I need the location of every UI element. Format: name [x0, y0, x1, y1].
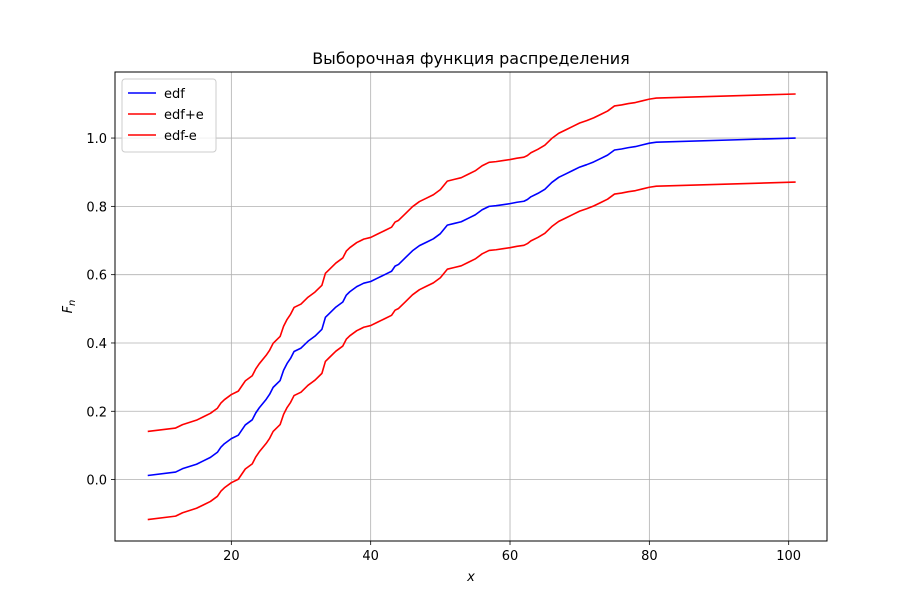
y-tick-label: 1.0: [86, 132, 107, 147]
series-lines: [147, 93, 796, 521]
chart-title: Выборочная функция распределения: [312, 49, 630, 68]
y-axis-label: Fn: [61, 300, 78, 314]
legend-label: edf-e: [164, 129, 197, 144]
y-axis-label-main: F: [61, 305, 76, 313]
series-line-edf-plus-e: [147, 93, 796, 433]
series-line-edf-e: [147, 181, 796, 521]
legend-box: [121, 78, 217, 153]
x-tick-label: 80: [641, 549, 658, 564]
axis-ticks: 20 40 60 80 100 0.0 0.2 0.4 0.6 0.8 1.0: [86, 132, 801, 564]
y-tick-label: 0.0: [86, 474, 107, 489]
y-tick-label: 0.4: [86, 337, 107, 352]
legend-label: edf+e: [164, 108, 204, 123]
series-line-edf: [147, 137, 796, 477]
grid: [115, 72, 827, 541]
plot-frame: [114, 71, 828, 542]
legend-label: edf: [164, 87, 185, 102]
y-tick-label: 0.6: [86, 269, 107, 284]
x-axis-label: x: [466, 570, 475, 585]
x-tick-label: 20: [223, 549, 240, 564]
y-axis-label-subscript: n: [67, 300, 78, 306]
x-tick-label: 60: [502, 549, 519, 564]
x-tick-label: 40: [362, 549, 379, 564]
y-tick-label: 0.2: [86, 405, 107, 420]
legend: edf edf+e edf-e: [121, 78, 217, 153]
x-tick-label: 100: [776, 549, 801, 564]
y-tick-label: 0.8: [86, 200, 107, 215]
